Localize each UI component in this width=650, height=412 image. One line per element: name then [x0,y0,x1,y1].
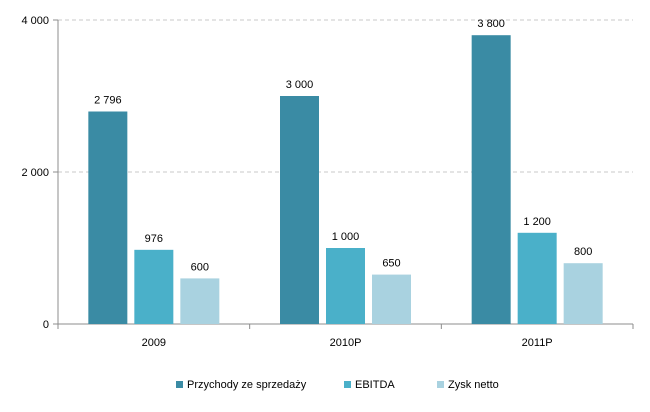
y-tick-label: 0 [43,319,49,331]
y-tick-label: 2 000 [21,167,49,179]
bar-2-2009 [134,249,174,324]
bar-3-2009 [180,278,220,324]
legend-swatch [344,381,351,388]
x-tick-label: 2010P [330,337,362,349]
bar-1-2011p [471,35,511,324]
data-label: 600 [191,261,209,273]
data-label: 800 [574,246,592,258]
data-label: 1 000 [332,231,360,243]
x-tick-label: 2009 [142,337,166,349]
data-label: 3 800 [477,18,505,30]
legend-label: Zysk netto [448,379,499,391]
bar-2-2011p [517,232,557,324]
legend-label: EBITDA [355,379,395,391]
bar-3-2011p [563,263,603,324]
data-label: 650 [382,258,400,270]
legend-label: Przychody ze sprzedaży [187,379,307,391]
bar-1-2010p [280,96,319,324]
bar-1-2009 [88,111,128,324]
bar-2-2010p [326,248,365,324]
bar-3-2010p [372,274,411,324]
x-tick-label: 2011P [522,337,553,349]
data-label: 2 796 [94,95,122,107]
data-label: 3 000 [286,79,314,91]
y-tick-label: 4 000 [21,15,49,27]
data-label: 1 200 [523,216,551,228]
legend-swatch [176,381,183,388]
data-label: 976 [145,233,163,245]
legend-swatch [437,381,444,388]
